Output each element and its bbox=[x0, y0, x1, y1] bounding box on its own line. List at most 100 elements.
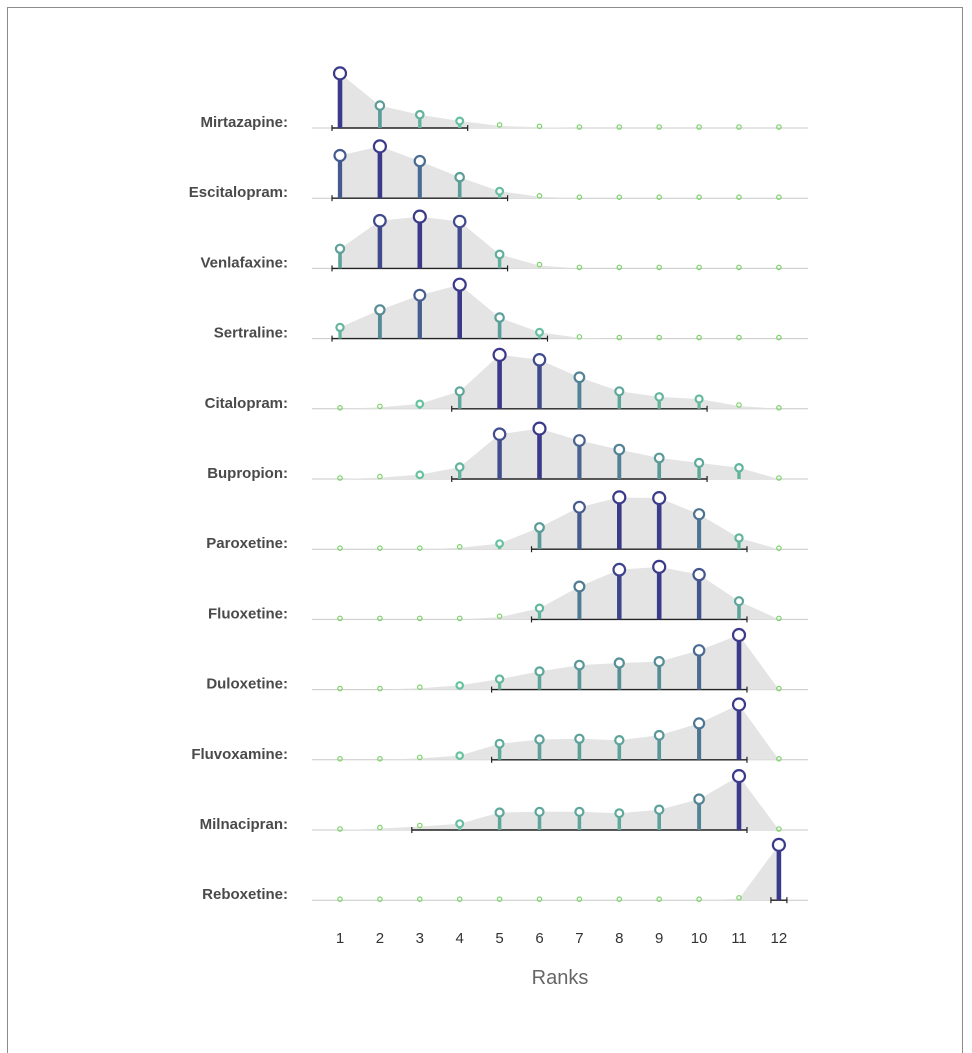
rank-9-marker bbox=[652, 559, 667, 575]
rank-12-marker bbox=[776, 685, 782, 692]
rank-11-marker bbox=[736, 264, 742, 271]
row-label: Bupropion: bbox=[207, 465, 288, 482]
rank-5-marker bbox=[492, 347, 507, 362]
rank-2-marker bbox=[377, 615, 383, 622]
rank-9-marker bbox=[653, 655, 665, 668]
rank-10-marker bbox=[693, 793, 705, 805]
density-area bbox=[340, 704, 779, 760]
x-tick-label: 6 bbox=[535, 930, 543, 947]
rank-6-marker bbox=[536, 193, 543, 199]
rank-8-marker bbox=[613, 657, 625, 669]
rank-1-marker bbox=[337, 685, 343, 692]
rank-7-marker bbox=[576, 124, 583, 130]
rank-10-marker bbox=[696, 194, 702, 201]
x-tick-label: 10 bbox=[691, 930, 708, 947]
rank-12-marker bbox=[776, 545, 782, 552]
rank-10-marker bbox=[692, 717, 706, 730]
rank-3-marker bbox=[416, 684, 423, 691]
rank-11-marker bbox=[731, 627, 747, 643]
rank-5-marker bbox=[494, 249, 505, 260]
density-area bbox=[340, 428, 779, 479]
rank-11-marker bbox=[731, 697, 747, 712]
rank-3-marker bbox=[414, 109, 425, 120]
row-label: Paroxetine: bbox=[206, 535, 288, 552]
row-label: Duloxetine: bbox=[206, 676, 288, 693]
rank-7-marker bbox=[573, 434, 586, 447]
rank-1-marker bbox=[333, 148, 347, 163]
density-area bbox=[340, 146, 779, 199]
row-4: Sertraline: bbox=[214, 277, 808, 342]
rank-8-marker bbox=[612, 490, 627, 505]
row-7: Paroxetine: bbox=[206, 490, 808, 553]
rank-10-marker bbox=[696, 334, 702, 341]
x-tick-label: 11 bbox=[731, 930, 747, 947]
rank-3-marker bbox=[416, 896, 423, 903]
rank-9-marker bbox=[656, 896, 663, 903]
rank-9-marker bbox=[653, 452, 665, 464]
density-area bbox=[340, 216, 779, 269]
rank-12-marker bbox=[776, 264, 782, 271]
rank-7-marker bbox=[574, 659, 585, 671]
rank-6-marker bbox=[536, 896, 543, 903]
rank-11-marker bbox=[736, 402, 742, 408]
rank-6-marker bbox=[534, 806, 545, 817]
row-12: Reboxetine: bbox=[202, 837, 808, 904]
rank-5-marker bbox=[492, 427, 507, 441]
x-tick-label: 5 bbox=[495, 930, 503, 947]
row-2: Escitalopram: bbox=[189, 139, 808, 202]
x-axis-title: Ranks bbox=[532, 967, 589, 989]
rank-6-marker bbox=[534, 734, 545, 745]
rank-5-marker bbox=[496, 896, 503, 903]
rank-6-marker bbox=[534, 522, 545, 533]
rank-1-marker bbox=[337, 615, 343, 622]
rank-10-marker bbox=[696, 264, 702, 271]
rank-12-marker bbox=[776, 475, 782, 481]
rank-9-marker bbox=[656, 264, 663, 271]
x-tick-label: 7 bbox=[575, 930, 583, 947]
rank-7-marker bbox=[573, 371, 586, 384]
row-5: Citalopram: bbox=[205, 347, 808, 412]
rank-3-marker bbox=[416, 545, 423, 552]
rank-4-marker bbox=[455, 819, 465, 829]
rank-3-marker bbox=[415, 470, 425, 480]
row-label: Milnacipran: bbox=[200, 816, 288, 833]
rank-12-marker bbox=[776, 826, 782, 832]
x-tick-label: 12 bbox=[771, 930, 788, 947]
rank-1-marker bbox=[335, 322, 345, 333]
rank-7-marker bbox=[576, 896, 583, 903]
row-label: Mirtazapine: bbox=[200, 114, 288, 131]
rank-7-marker bbox=[573, 580, 586, 593]
x-tick-label: 8 bbox=[615, 930, 623, 947]
rank-1-marker bbox=[337, 475, 343, 481]
rank-8-marker bbox=[614, 386, 625, 397]
rank-8-marker bbox=[613, 443, 626, 456]
rank-1-marker bbox=[337, 404, 343, 411]
rank-11-marker bbox=[736, 894, 742, 901]
rank-12-marker bbox=[776, 615, 782, 622]
rank-10-marker bbox=[696, 124, 702, 130]
rank-3-marker bbox=[412, 209, 427, 224]
rank-2-marker bbox=[372, 139, 387, 154]
rank-8-marker bbox=[612, 562, 627, 577]
x-tick-label: 2 bbox=[376, 930, 384, 947]
rank-2-marker bbox=[373, 213, 387, 228]
rank-4-marker bbox=[456, 615, 463, 622]
rank-10-marker bbox=[694, 394, 704, 404]
rank-4-marker bbox=[452, 214, 467, 229]
rank-6-marker bbox=[536, 123, 543, 130]
rank-12-marker bbox=[776, 755, 782, 762]
rank-3-marker bbox=[416, 615, 423, 622]
row-11: Milnacipran: bbox=[200, 768, 808, 833]
row-8: Fluoxetine: bbox=[208, 559, 808, 623]
rank-5-marker bbox=[494, 738, 505, 749]
rank-8-marker bbox=[616, 896, 623, 903]
rank-6-marker bbox=[536, 261, 543, 268]
rank-11-marker bbox=[734, 533, 744, 543]
chart-rows: Mirtazapine: Escitalopram: Venlafaxine: Ser… bbox=[189, 66, 808, 904]
density-area bbox=[340, 497, 779, 550]
rank-7-marker bbox=[576, 194, 583, 201]
row-label: Fluvoxamine: bbox=[191, 746, 288, 763]
rank-2-marker bbox=[377, 545, 383, 552]
rank-9-marker bbox=[656, 124, 663, 130]
